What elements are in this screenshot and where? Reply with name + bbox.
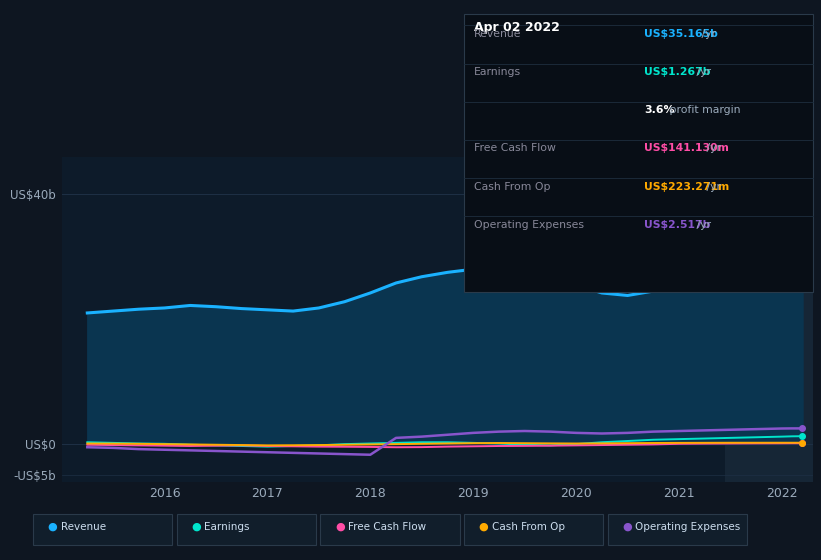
Text: Revenue: Revenue xyxy=(474,29,521,39)
Bar xyxy=(725,157,813,482)
Text: /yr: /yr xyxy=(693,220,710,230)
Text: ●: ● xyxy=(622,522,632,532)
Text: ●: ● xyxy=(479,522,488,532)
Text: /yr: /yr xyxy=(703,143,721,153)
Text: Revenue: Revenue xyxy=(61,522,106,532)
Text: /yr: /yr xyxy=(693,67,710,77)
Text: 3.6%: 3.6% xyxy=(644,105,675,115)
Text: profit margin: profit margin xyxy=(666,105,741,115)
Text: Apr 02 2022: Apr 02 2022 xyxy=(474,21,560,34)
Text: Operating Expenses: Operating Expenses xyxy=(635,522,741,532)
Text: US$141.130m: US$141.130m xyxy=(644,143,729,153)
Text: Free Cash Flow: Free Cash Flow xyxy=(348,522,426,532)
Text: /yr: /yr xyxy=(703,181,721,192)
Text: US$2.517b: US$2.517b xyxy=(644,220,711,230)
Text: Operating Expenses: Operating Expenses xyxy=(474,220,584,230)
Text: Cash From Op: Cash From Op xyxy=(474,181,550,192)
Text: Cash From Op: Cash From Op xyxy=(492,522,565,532)
Text: Earnings: Earnings xyxy=(204,522,250,532)
Text: /yr: /yr xyxy=(698,29,716,39)
Text: Earnings: Earnings xyxy=(474,67,521,77)
Text: US$35.165b: US$35.165b xyxy=(644,29,718,39)
Text: ●: ● xyxy=(48,522,57,532)
Text: US$223.271m: US$223.271m xyxy=(644,181,730,192)
Text: ●: ● xyxy=(191,522,201,532)
Text: US$1.267b: US$1.267b xyxy=(644,67,711,77)
Text: Free Cash Flow: Free Cash Flow xyxy=(474,143,556,153)
Text: ●: ● xyxy=(335,522,345,532)
